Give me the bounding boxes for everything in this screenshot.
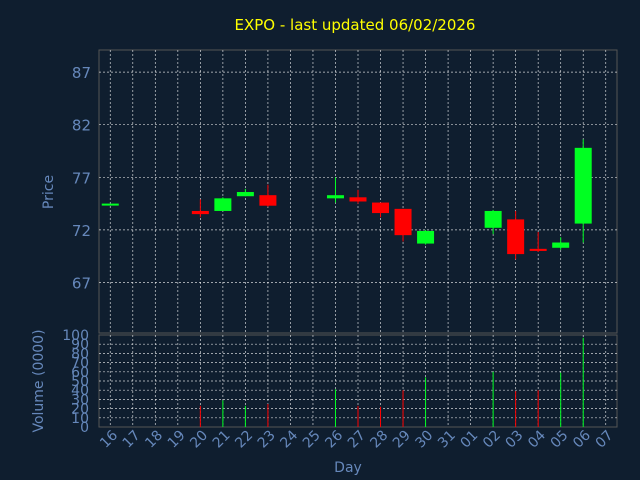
x-tick-label: 31 <box>435 428 459 452</box>
x-tick-label: 04 <box>525 427 549 451</box>
price-axis-label: Price <box>41 175 57 209</box>
candle-body <box>326 195 344 199</box>
volume-tick-label: 10 <box>71 411 89 427</box>
volume-tick-label: 80 <box>71 346 89 362</box>
x-tick-label: 16 <box>97 427 121 451</box>
x-tick-label: 30 <box>412 428 436 452</box>
volume-tick-label: 40 <box>71 383 89 399</box>
x-tick-label: 24 <box>277 427 301 451</box>
x-axis-label: Day <box>334 460 362 476</box>
volume-tick-label: 20 <box>71 402 89 418</box>
candle-body <box>349 197 367 202</box>
candle-body <box>417 230 435 244</box>
x-tick-label: 21 <box>210 428 234 452</box>
price-panel: 67 72 77 82 87 <box>72 49 618 334</box>
x-tick-label: 06 <box>570 427 594 451</box>
volume-panel: 0102030405060708090100161718192021222324… <box>62 328 618 452</box>
volume-tick-label: 100 <box>62 328 89 344</box>
price-tick-label: 72 <box>72 222 91 240</box>
x-tick-label: 01 <box>458 428 482 452</box>
price-tick-label: 77 <box>72 169 91 187</box>
volume-tick-label: 30 <box>71 392 89 408</box>
candle-body <box>552 242 570 248</box>
candle-body <box>214 198 232 211</box>
candle-body <box>484 210 502 228</box>
x-tick-label: 27 <box>345 428 369 452</box>
x-tick-label: 20 <box>187 428 211 452</box>
candle-body <box>529 248 547 251</box>
chart-title: EXPO - last updated 06/02/2026 <box>235 16 476 34</box>
x-tick-label: 02 <box>480 428 504 452</box>
candle-body <box>394 208 412 236</box>
volume-tick-label: 70 <box>71 356 89 372</box>
volume-axis-label: Volume (0000) <box>31 329 47 432</box>
x-tick-label: 19 <box>165 428 189 452</box>
x-tick-label: 18 <box>142 428 166 452</box>
volume-tick-label: 50 <box>71 374 89 390</box>
candle-body <box>101 203 119 206</box>
candle-body <box>574 147 592 224</box>
volume-tick-label: 60 <box>71 365 89 381</box>
x-tick-label: 29 <box>390 428 414 452</box>
x-tick-label: 03 <box>503 428 527 452</box>
candle-body <box>507 219 525 255</box>
x-tick-label: 23 <box>255 428 279 452</box>
x-tick-label: 28 <box>367 428 391 452</box>
candle-body <box>236 192 254 197</box>
price-tick-label: 67 <box>72 275 91 293</box>
volume-tick-label: 90 <box>71 337 89 353</box>
candle-body <box>372 202 390 214</box>
x-tick-label: 17 <box>120 428 144 452</box>
x-tick-label: 05 <box>548 428 572 452</box>
price-tick-label: 82 <box>72 117 91 135</box>
volume-tick-label: 0 <box>80 420 89 436</box>
x-tick-label: 26 <box>322 427 346 451</box>
price-tick-label: 87 <box>72 64 91 82</box>
x-tick-label: 22 <box>232 428 256 452</box>
x-tick-label: 25 <box>300 428 324 452</box>
candle-body <box>191 210 209 215</box>
x-tick-label: 07 <box>593 428 617 452</box>
candle-body <box>259 195 277 206</box>
